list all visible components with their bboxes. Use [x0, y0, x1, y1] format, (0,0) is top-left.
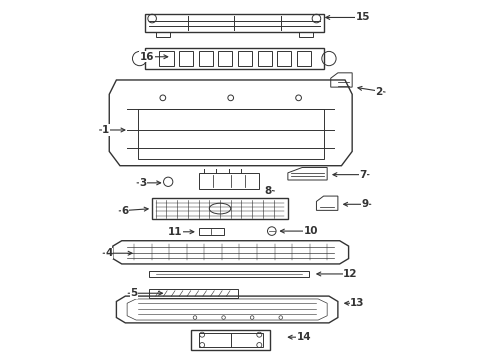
Text: 10: 10 — [304, 226, 318, 236]
Text: 11: 11 — [168, 227, 183, 237]
Text: 6: 6 — [122, 206, 129, 216]
Text: 13: 13 — [350, 298, 365, 308]
Text: 9: 9 — [361, 199, 368, 209]
Text: 5: 5 — [131, 288, 138, 298]
Text: 3: 3 — [140, 178, 147, 188]
Text: 4: 4 — [105, 248, 113, 258]
Text: 15: 15 — [356, 13, 370, 22]
Ellipse shape — [209, 203, 231, 214]
Text: 7: 7 — [359, 170, 367, 180]
Text: 2: 2 — [375, 87, 383, 98]
Text: 16: 16 — [140, 52, 154, 62]
Text: 1: 1 — [102, 125, 109, 135]
Text: 8: 8 — [265, 186, 272, 197]
Text: 12: 12 — [343, 269, 358, 279]
Text: 14: 14 — [296, 332, 311, 342]
